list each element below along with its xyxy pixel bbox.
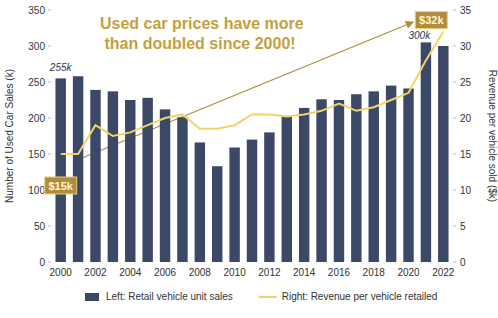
y2-tick [453, 262, 456, 263]
bar [386, 86, 396, 262]
y2-tick [453, 226, 456, 227]
y2-tick [453, 154, 456, 155]
y-tick [48, 154, 51, 155]
y2-tick-label: 20 [460, 113, 472, 124]
bar [177, 117, 187, 262]
bar [142, 98, 152, 262]
title: Used car prices have more than doubled s… [100, 15, 304, 52]
bar [299, 108, 309, 262]
y2-tick-label: 30 [460, 41, 472, 52]
x-tick-label: 2018 [363, 267, 386, 278]
y-axis-label: Number of Used Car Sales (k) [4, 69, 15, 203]
y-tick-label: 50 [34, 221, 46, 232]
bar [125, 100, 135, 262]
bar [316, 99, 326, 262]
y2-tick-label: 15 [460, 149, 472, 160]
bar [421, 42, 431, 262]
x-tick-label: 2020 [397, 267, 420, 278]
legend-label: Left: Retail vehicle unit sales [106, 291, 233, 302]
x-tick-label: 2000 [50, 267, 73, 278]
legend-swatch [259, 296, 277, 298]
bar [247, 140, 257, 262]
bar [108, 91, 118, 262]
data-label: $15k [48, 180, 73, 192]
y-tick-label: 300 [28, 41, 45, 52]
y-tick [48, 262, 51, 263]
bar [282, 116, 292, 262]
x-tick-label: 2012 [258, 267, 281, 278]
y-tick-label: 350 [28, 5, 45, 16]
y2-tick [453, 82, 456, 83]
bar [55, 78, 65, 262]
bar [90, 90, 100, 262]
data-label: $32k [419, 14, 444, 26]
y2-tick-label: 10 [460, 185, 472, 196]
y-tick-label: 250 [28, 77, 45, 88]
y-tick-label: 100 [28, 185, 45, 196]
y-tick [48, 118, 51, 119]
y2-tick-label: 0 [460, 257, 466, 268]
bar [403, 88, 413, 262]
x-tick-label: 2010 [223, 267, 246, 278]
y2-tick [453, 190, 456, 191]
x-tick-label: 2022 [432, 267, 455, 278]
y2-tick [453, 118, 456, 119]
trend-arrow [74, 22, 413, 161]
legend-label: Right: Revenue per vehicle retailed [282, 291, 438, 302]
bar [229, 148, 239, 262]
bar [212, 166, 222, 262]
bar [195, 142, 205, 262]
bar [73, 76, 83, 262]
y-tick [48, 46, 51, 47]
bar [438, 46, 448, 262]
y-tick [48, 82, 51, 83]
data-label: 255k [49, 62, 73, 73]
data-label: 300k [408, 30, 431, 41]
x-tick-label: 2008 [189, 267, 212, 278]
label-box [415, 12, 447, 29]
y2-tick [453, 10, 456, 11]
bar [334, 100, 344, 262]
plot-area [55, 32, 448, 262]
x-tick-label: 2006 [154, 267, 177, 278]
x-tick-label: 2014 [293, 267, 316, 278]
y2-tick-label: 35 [460, 5, 472, 16]
bar [351, 94, 361, 262]
y-tick-label: 150 [28, 149, 45, 160]
chart: 0 50 100 150 200 250 300 350 0 5 10 15 20 25 30 35 2000 2… [0, 0, 498, 318]
x-tick-label: 2004 [119, 267, 142, 278]
y-tick-label: 200 [28, 113, 45, 124]
legend-swatch [85, 293, 99, 301]
label-box [45, 177, 77, 194]
y2-tick-label: 5 [460, 221, 466, 232]
y2-axis-label: Revenue per vehicle sold ($k) [487, 70, 498, 202]
bar [264, 132, 274, 262]
x-tick-label: 2002 [84, 267, 107, 278]
bar [160, 109, 170, 262]
y2-tick [453, 46, 456, 47]
y-tick [48, 226, 51, 227]
y-tick-label: 0 [39, 257, 45, 268]
x-tick-label: 2016 [328, 267, 351, 278]
line [61, 32, 444, 154]
y-tick [48, 10, 51, 11]
y2-tick-label: 25 [460, 77, 472, 88]
labels: 255k 300k $15k $32k [45, 12, 448, 194]
legend: Left: Retail vehicle unit sales Right: Re… [85, 291, 437, 302]
bar [369, 91, 379, 262]
